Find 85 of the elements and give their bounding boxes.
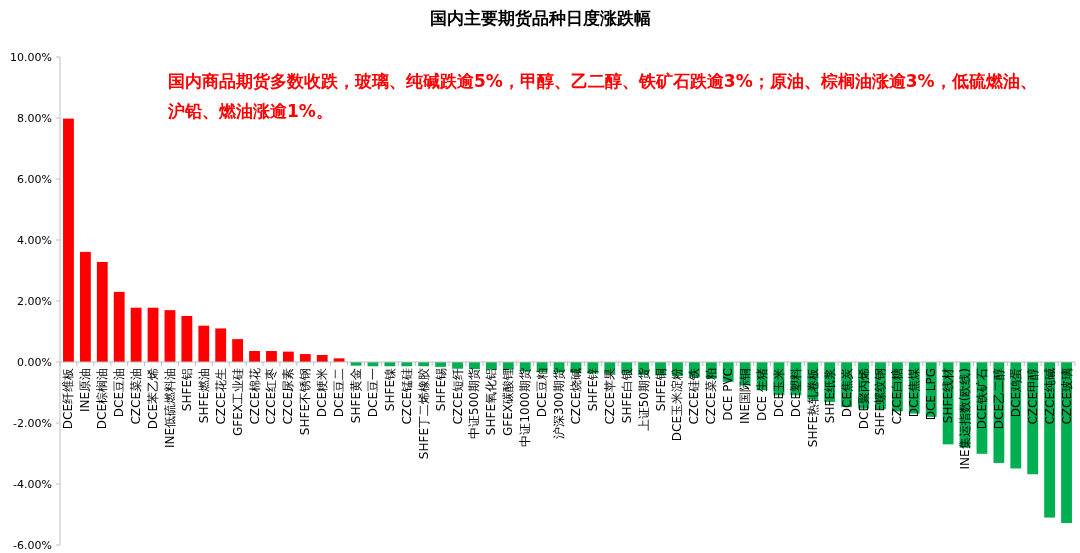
x-tick-label: CZCE锰硅 — [399, 368, 414, 425]
x-tick-label: DCE棕榈油 — [95, 368, 110, 430]
y-tick-label: 4.00% — [17, 234, 52, 247]
chart-title: 国内主要期货品种日度涨跌幅 — [429, 8, 651, 28]
x-tick-label: CZCE甲醇 — [1025, 368, 1040, 425]
x-tick-label: DCE玉米淀粉 — [670, 368, 685, 442]
x-tick-label: CZCE硅铁 — [687, 368, 702, 425]
x-tick-label: CZCE红枣 — [264, 368, 279, 425]
x-tick-label: INE国际铜 — [738, 368, 753, 425]
bar — [113, 291, 125, 362]
bar — [299, 354, 311, 362]
x-tick-label: SHFE镍 — [382, 368, 397, 412]
y-tick-label: 8.00% — [17, 112, 52, 125]
bar — [63, 118, 74, 362]
y-tick-label: -4.00% — [13, 478, 52, 491]
x-tick-label: DCE豆一 — [365, 368, 380, 418]
bar — [79, 251, 91, 362]
x-tick-label: GFEX工业硅 — [230, 368, 245, 437]
x-tick-label: DCE乙二醇 — [991, 368, 1006, 430]
x-tick-label: DCE铁矿石 — [974, 368, 989, 430]
y-tick-label: 0.00% — [17, 356, 52, 369]
x-tick-label: DCE焦炭 — [839, 368, 854, 418]
x-tick-label: DCE纤维板 — [61, 368, 76, 430]
bar — [96, 261, 108, 362]
x-tick-label: CZCE花生 — [213, 368, 228, 425]
x-tick-label: SHFE铝 — [179, 368, 194, 412]
bar — [266, 351, 277, 362]
x-tick-label: DCE鸡蛋 — [1008, 368, 1023, 418]
bar — [198, 325, 210, 362]
x-tick-label: DCE玉米 — [771, 368, 786, 418]
x-tick-label: DCE粳米 — [315, 368, 330, 418]
x-tick-label: INE集运指数(欧线) — [958, 368, 973, 470]
x-tick-label: 上证50期货 — [636, 368, 651, 432]
x-tick-label: INE原油 — [78, 368, 93, 413]
x-tick-label: SHFE燃油 — [196, 368, 211, 424]
x-tick-label: DCE塑料 — [788, 368, 803, 418]
x-tick-label: DCE聚丙烯 — [856, 368, 871, 430]
x-tick-label: SHFE纸浆 — [822, 368, 837, 424]
x-tick-label: 中证1000期货 — [518, 368, 533, 447]
x-tick-label: GFEX碳酸锂 — [501, 368, 516, 437]
x-tick-label: CZCE苹果 — [602, 368, 617, 425]
x-tick-label: CZCE烧碱 — [568, 368, 583, 425]
bar — [215, 328, 227, 362]
bar — [147, 307, 159, 362]
x-tick-label: SHFE锌 — [585, 368, 600, 412]
x-tick-label: SHFE氧化铝 — [484, 368, 499, 436]
x-tick-label: SHFE丁二烯橡胶 — [416, 368, 431, 460]
x-tick-label: DCE PVC — [721, 368, 736, 421]
x-tick-label: CZCE菜油 — [129, 368, 144, 425]
y-tick-label: 2.00% — [17, 295, 52, 308]
x-tick-label: 中证500期货 — [467, 368, 482, 439]
x-tick-label: CZCE纯碱 — [1042, 368, 1057, 425]
x-tick-label: CZCE菜粕 — [704, 368, 719, 425]
x-tick-label: DCE豆粕 — [535, 368, 550, 418]
x-tick-label: CZCE玻璃 — [1059, 368, 1074, 425]
x-tick-label: INE低硫燃料油 — [162, 368, 177, 449]
x-tick-label: CZCE短纤 — [450, 368, 465, 425]
bar — [249, 351, 260, 362]
x-tick-label: CZCE尿素 — [281, 368, 296, 425]
x-tick-label: SHFE白银 — [619, 368, 634, 424]
x-tick-label: DCE豆二 — [332, 368, 347, 418]
x-tick-label: DCE LPG — [924, 368, 939, 421]
x-tick-label: CZCE白糖 — [890, 368, 905, 425]
y-tick-label: 10.00% — [10, 51, 52, 64]
x-tick-label: DCE苯乙烯 — [146, 368, 161, 430]
bar — [181, 315, 193, 362]
bar — [164, 310, 176, 362]
x-tick-label: 沪深300期货 — [552, 368, 567, 439]
x-tick-label: DCE焦煤 — [907, 368, 922, 418]
y-tick-label: -6.00% — [13, 539, 52, 552]
bar — [232, 339, 244, 362]
x-tick-label: SHFE锡 — [433, 368, 448, 412]
x-tick-label: SHFE黄金 — [349, 368, 364, 424]
x-tick-label: SHFE线材 — [941, 368, 956, 424]
x-tick-label: SHFE螺纹钢 — [873, 368, 888, 436]
x-tick-label: SHFE热轧卷板 — [805, 368, 820, 448]
x-tick-label: DCE豆油 — [112, 368, 127, 418]
bar — [130, 307, 142, 362]
annotation: 国内商品期货多数收跌，玻璃、纯碱跌逾5%，甲醇、乙二醇、铁矿石跌逾3%；原油、棕榈油涨逾3%，低硫燃油、沪铅、燃油涨逾1%。 — [168, 70, 1038, 123]
y-tick-label: 6.00% — [17, 173, 52, 186]
x-tick-label: SHFE不锈钢 — [298, 368, 313, 436]
x-tick-label: SHFE铜 — [653, 368, 668, 412]
x-tick-label: DCE 生猪 — [755, 368, 770, 422]
y-tick-label: -2.00% — [13, 417, 52, 430]
x-tick-label: CZCE棉花 — [247, 368, 262, 425]
